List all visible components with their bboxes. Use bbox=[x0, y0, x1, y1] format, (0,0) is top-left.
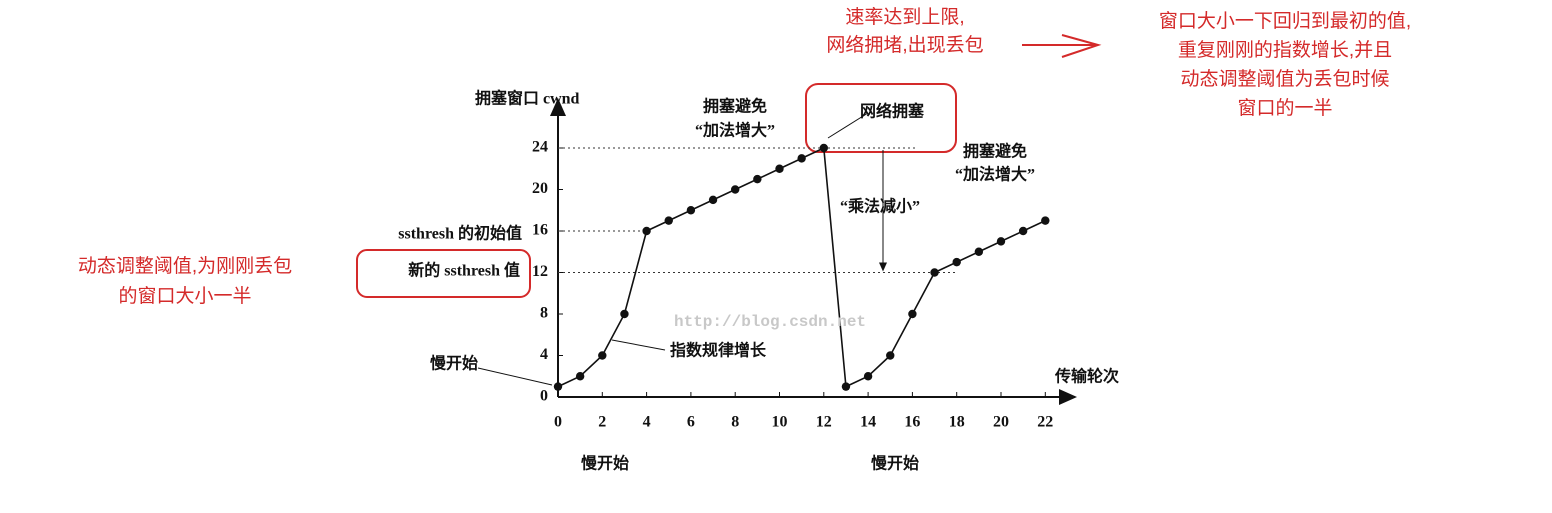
x-tick-label: 10 bbox=[772, 414, 788, 431]
leader-line bbox=[477, 367, 553, 386]
point bbox=[664, 216, 673, 225]
annotation: ssthresh 的初始值 bbox=[398, 224, 522, 243]
highlight-box bbox=[356, 249, 531, 298]
x-tick-label: 4 bbox=[643, 414, 651, 431]
annotation: 慢开始 bbox=[581, 454, 629, 473]
y-tick-label: 8 bbox=[540, 305, 548, 322]
annotation: http://blog.csdn.net bbox=[674, 313, 866, 331]
y-tick-label: 12 bbox=[532, 263, 548, 280]
point bbox=[553, 382, 563, 391]
highlight-box bbox=[805, 83, 957, 153]
point bbox=[996, 237, 1006, 246]
note-text: 窗口大小一下回归到最初的值, bbox=[1159, 10, 1411, 32]
annotation: “乘法减小” bbox=[840, 197, 920, 216]
point bbox=[908, 309, 917, 319]
annotation: 指数规律增长 bbox=[670, 341, 767, 360]
point bbox=[598, 351, 607, 360]
point bbox=[841, 382, 851, 391]
point bbox=[620, 309, 629, 319]
annotation: 慢开始 bbox=[871, 454, 919, 473]
point bbox=[753, 174, 762, 184]
y-tick-label: 20 bbox=[532, 180, 548, 197]
x-axis-label: 传输轮次 bbox=[1054, 367, 1119, 386]
y-tick-label: 4 bbox=[540, 346, 548, 363]
point bbox=[775, 164, 784, 173]
point bbox=[731, 185, 740, 194]
point bbox=[886, 351, 895, 360]
note-text: 窗口的一半 bbox=[1237, 97, 1332, 119]
y-axis-label: 拥塞窗口 cwnd bbox=[475, 89, 580, 108]
point bbox=[1041, 216, 1050, 225]
point bbox=[819, 143, 828, 153]
red-arrow bbox=[1022, 34, 1102, 58]
annotation: 网络拥塞 bbox=[860, 102, 925, 121]
y-tick-label: 16 bbox=[532, 222, 548, 239]
point bbox=[974, 247, 984, 256]
x-tick-label: 2 bbox=[598, 414, 606, 431]
x-tick-label: 22 bbox=[1037, 414, 1053, 431]
x-tick-label: 16 bbox=[904, 414, 920, 431]
leader-line bbox=[611, 339, 666, 351]
note-text: 动态调整阈值为丢包时候 bbox=[1180, 68, 1389, 90]
point bbox=[642, 226, 651, 236]
x-tick-label: 14 bbox=[860, 414, 876, 431]
annotation: “加法增大” bbox=[695, 121, 775, 140]
point bbox=[575, 372, 585, 381]
x-tick-label: 18 bbox=[949, 414, 965, 431]
annotation: 拥塞避免 bbox=[963, 142, 1027, 161]
x-tick-label: 12 bbox=[816, 414, 832, 431]
point bbox=[930, 268, 939, 277]
note-text: 速率达到上限, bbox=[845, 6, 964, 28]
x-tick-label: 20 bbox=[993, 414, 1009, 431]
note-text: 重复刚刚的指数增长,并且 bbox=[1178, 39, 1392, 61]
point bbox=[1018, 226, 1028, 236]
leader-line bbox=[827, 112, 869, 139]
point bbox=[797, 154, 806, 163]
note-text: 的窗口大小一半 bbox=[118, 285, 251, 307]
annotation: “加法增大” bbox=[955, 165, 1035, 184]
y-tick-label: 0 bbox=[540, 388, 548, 405]
annotation: 新的 ssthresh 值 bbox=[408, 261, 520, 280]
x-tick-label: 6 bbox=[687, 414, 695, 431]
point bbox=[708, 195, 718, 205]
note-text: 动态调整阈值,为刚刚丢包 bbox=[78, 255, 292, 277]
point bbox=[863, 372, 873, 381]
x-tick-label: 8 bbox=[731, 414, 739, 431]
point bbox=[952, 257, 961, 267]
point bbox=[686, 206, 696, 215]
x-tick-label: 0 bbox=[554, 414, 562, 431]
annotation: 拥塞避免 bbox=[703, 97, 767, 116]
y-tick-label: 24 bbox=[532, 139, 548, 156]
note-text: 网络拥堵,出现丢包 bbox=[826, 34, 983, 56]
line bbox=[557, 146, 1046, 388]
annotation: 慢开始 bbox=[430, 354, 478, 373]
